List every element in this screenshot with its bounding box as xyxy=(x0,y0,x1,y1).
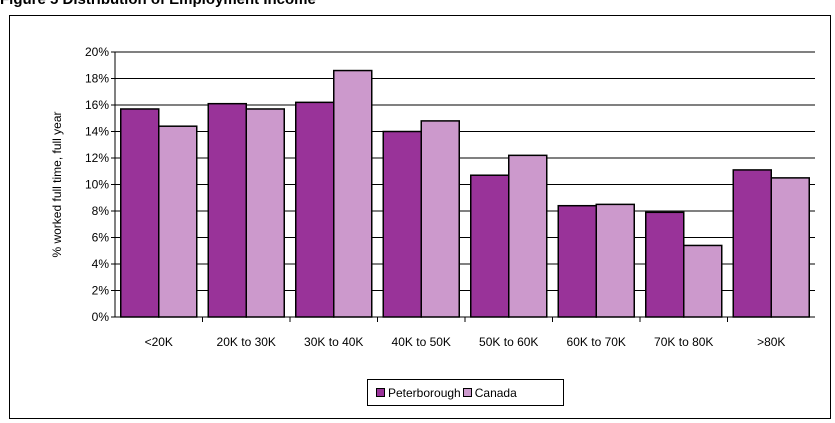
y-axis-label: % worked full time, full year xyxy=(50,111,64,257)
y-tick-label: 10% xyxy=(85,178,109,192)
bar-peterborough-4 xyxy=(470,174,510,318)
legend: Peterborough Canada xyxy=(367,379,564,406)
bar-peterborough-6 xyxy=(645,211,685,318)
y-tick-label: 18% xyxy=(85,72,109,86)
bar-peterborough-7 xyxy=(732,169,772,318)
y-tick-label: 8% xyxy=(92,204,110,218)
bar-canada-7 xyxy=(770,177,810,318)
bar-canada-5 xyxy=(595,203,635,318)
bar-peterborough-5 xyxy=(557,204,597,318)
y-tick-label: 12% xyxy=(85,151,109,165)
legend-swatch-canada xyxy=(462,388,472,397)
bar-peterborough-1 xyxy=(207,102,247,318)
bar-canada-4 xyxy=(508,154,548,318)
x-tick-label: <20K xyxy=(145,335,173,349)
x-tick-label: 40K to 50K xyxy=(392,335,451,349)
x-tick-label: 20K to 30K xyxy=(217,335,276,349)
bar-canada-1 xyxy=(245,108,285,318)
bar-canada-6 xyxy=(683,244,723,318)
x-tick-label: 50K to 60K xyxy=(479,335,538,349)
y-tick-label: 20% xyxy=(85,45,109,59)
y-tick-label: 2% xyxy=(92,284,110,298)
bar-peterborough-3 xyxy=(382,130,422,318)
bar-canada-3 xyxy=(420,120,460,318)
legend-label-canada: Canada xyxy=(474,385,517,400)
y-tick-label: 14% xyxy=(85,125,109,139)
y-tick-label: 0% xyxy=(92,310,110,324)
x-tick-label: 30K to 40K xyxy=(304,335,363,349)
y-tick-label: 6% xyxy=(92,231,110,245)
legend-swatch-peterborough xyxy=(376,388,385,397)
bar-peterborough-2 xyxy=(295,101,335,318)
bar-peterborough-0 xyxy=(120,108,160,318)
x-tick-label: 60K to 70K xyxy=(567,335,626,349)
page-title: Figure 5 Distribution of Employment Inco… xyxy=(0,0,316,8)
x-tick-label: 70K to 80K xyxy=(654,335,713,349)
x-tick-label: >80K xyxy=(757,335,785,349)
y-tick-label: 16% xyxy=(85,98,109,112)
legend-item-peterborough: Peterborough xyxy=(376,386,461,400)
legend-label-peterborough: Peterborough xyxy=(388,385,461,400)
y-tick-label: 4% xyxy=(92,257,110,271)
bar-canada-2 xyxy=(333,69,373,318)
bar-canada-0 xyxy=(158,125,198,318)
legend-item-canada: Canada xyxy=(462,385,517,400)
